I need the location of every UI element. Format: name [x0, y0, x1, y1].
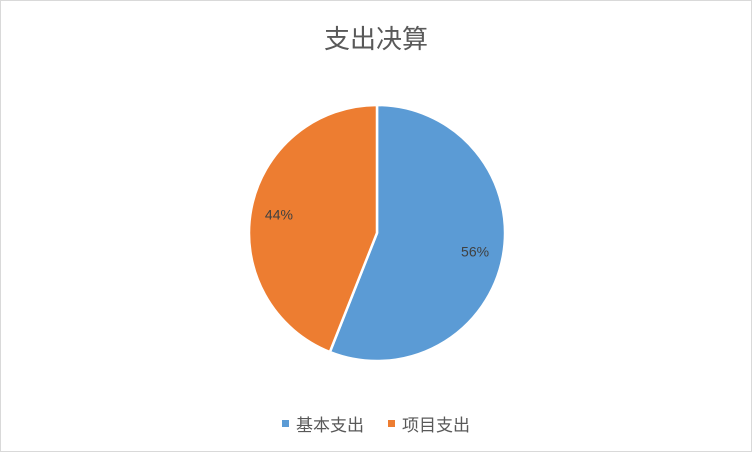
- data-label-project: 44%: [265, 206, 293, 222]
- legend-label-project: 项目支出: [402, 416, 470, 436]
- legend-item-basic: 基本支出: [282, 411, 364, 436]
- pie-slices: [247, 103, 507, 363]
- legend-swatch-basic: [282, 420, 289, 427]
- legend-item-project: 项目支出: [388, 411, 470, 436]
- data-label-basic: 56%: [461, 244, 489, 260]
- pie-slice-basic: [328, 103, 507, 363]
- chart-title: 支出决算: [323, 25, 428, 55]
- legend-swatch-project: [388, 420, 395, 427]
- pie-slice-project: [247, 103, 379, 354]
- legend: 基本支出 项目支出: [1, 411, 751, 436]
- legend-label-basic: 基本支出: [296, 416, 364, 436]
- pie-labels: 56% 44%: [265, 206, 489, 259]
